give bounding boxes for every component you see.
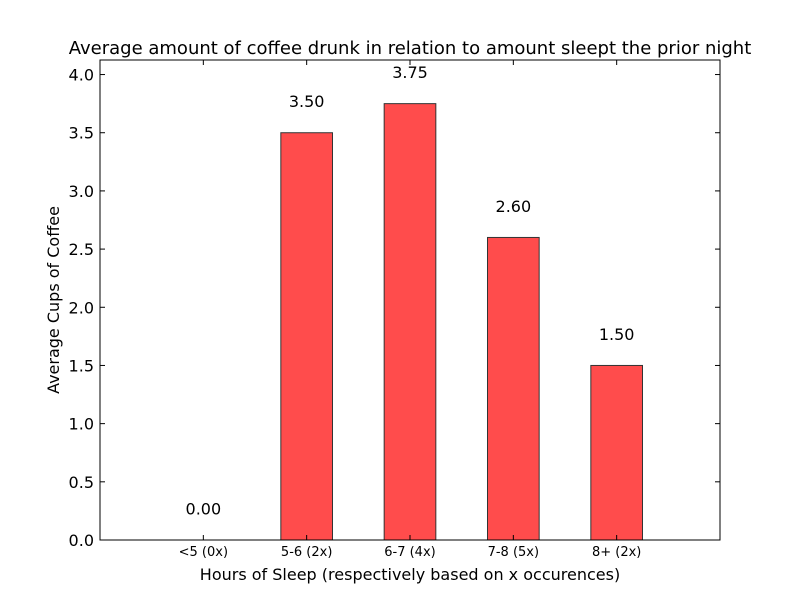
x-tick-label-2: 6-7 (4x) [384,545,435,560]
data-labels-group: 0.00 3.50 3.75 2.60 1.50 [186,63,635,518]
x-tick-label-3: 7-8 (5x) [488,545,539,560]
data-label-4: 1.50 [599,325,635,344]
y-tick-label-0: 0.0 [69,531,94,550]
bar-2 [383,103,437,541]
bar-1 [280,132,334,541]
y-axis-label: Average Cups of Coffee [44,206,63,394]
y-tick-label-8: 4.0 [69,66,94,85]
bar-4 [590,364,643,541]
y-tick-label-1: 0.5 [69,473,94,492]
y-ticks-group: 0.0 0.5 1.0 1.5 2.0 2.5 3.0 3.5 4.0 [69,66,720,550]
y-tick-label-2: 1.0 [69,415,94,434]
data-label-1: 3.50 [289,92,325,111]
chart-title: Average amount of coffee drunk in relati… [69,38,752,59]
x-axis-label: Hours of Sleep (respectively based on x … [200,565,620,584]
data-label-0: 0.00 [186,499,222,518]
x-tick-label-4: 8+ (2x) [592,545,641,560]
bars-group [280,103,643,541]
y-tick-label-5: 2.5 [69,240,94,259]
y-tick-label-6: 3.0 [69,182,94,201]
y-tick-label-7: 3.5 [69,124,94,143]
plot-frame [99,59,721,541]
data-label-2: 3.75 [392,63,428,82]
x-tick-label-0: <5 (0x) [179,545,228,560]
y-tick-label-4: 2.0 [69,298,94,317]
y-tick-label-3: 1.5 [69,356,94,375]
data-label-3: 2.60 [496,197,532,216]
x-ticks-group: <5 (0x) 5-6 (2x) 6-7 (4x) 7-8 (5x) 8+ (2x) [179,60,641,560]
x-tick-label-1: 5-6 (2x) [281,545,332,560]
bar-3 [487,236,540,541]
